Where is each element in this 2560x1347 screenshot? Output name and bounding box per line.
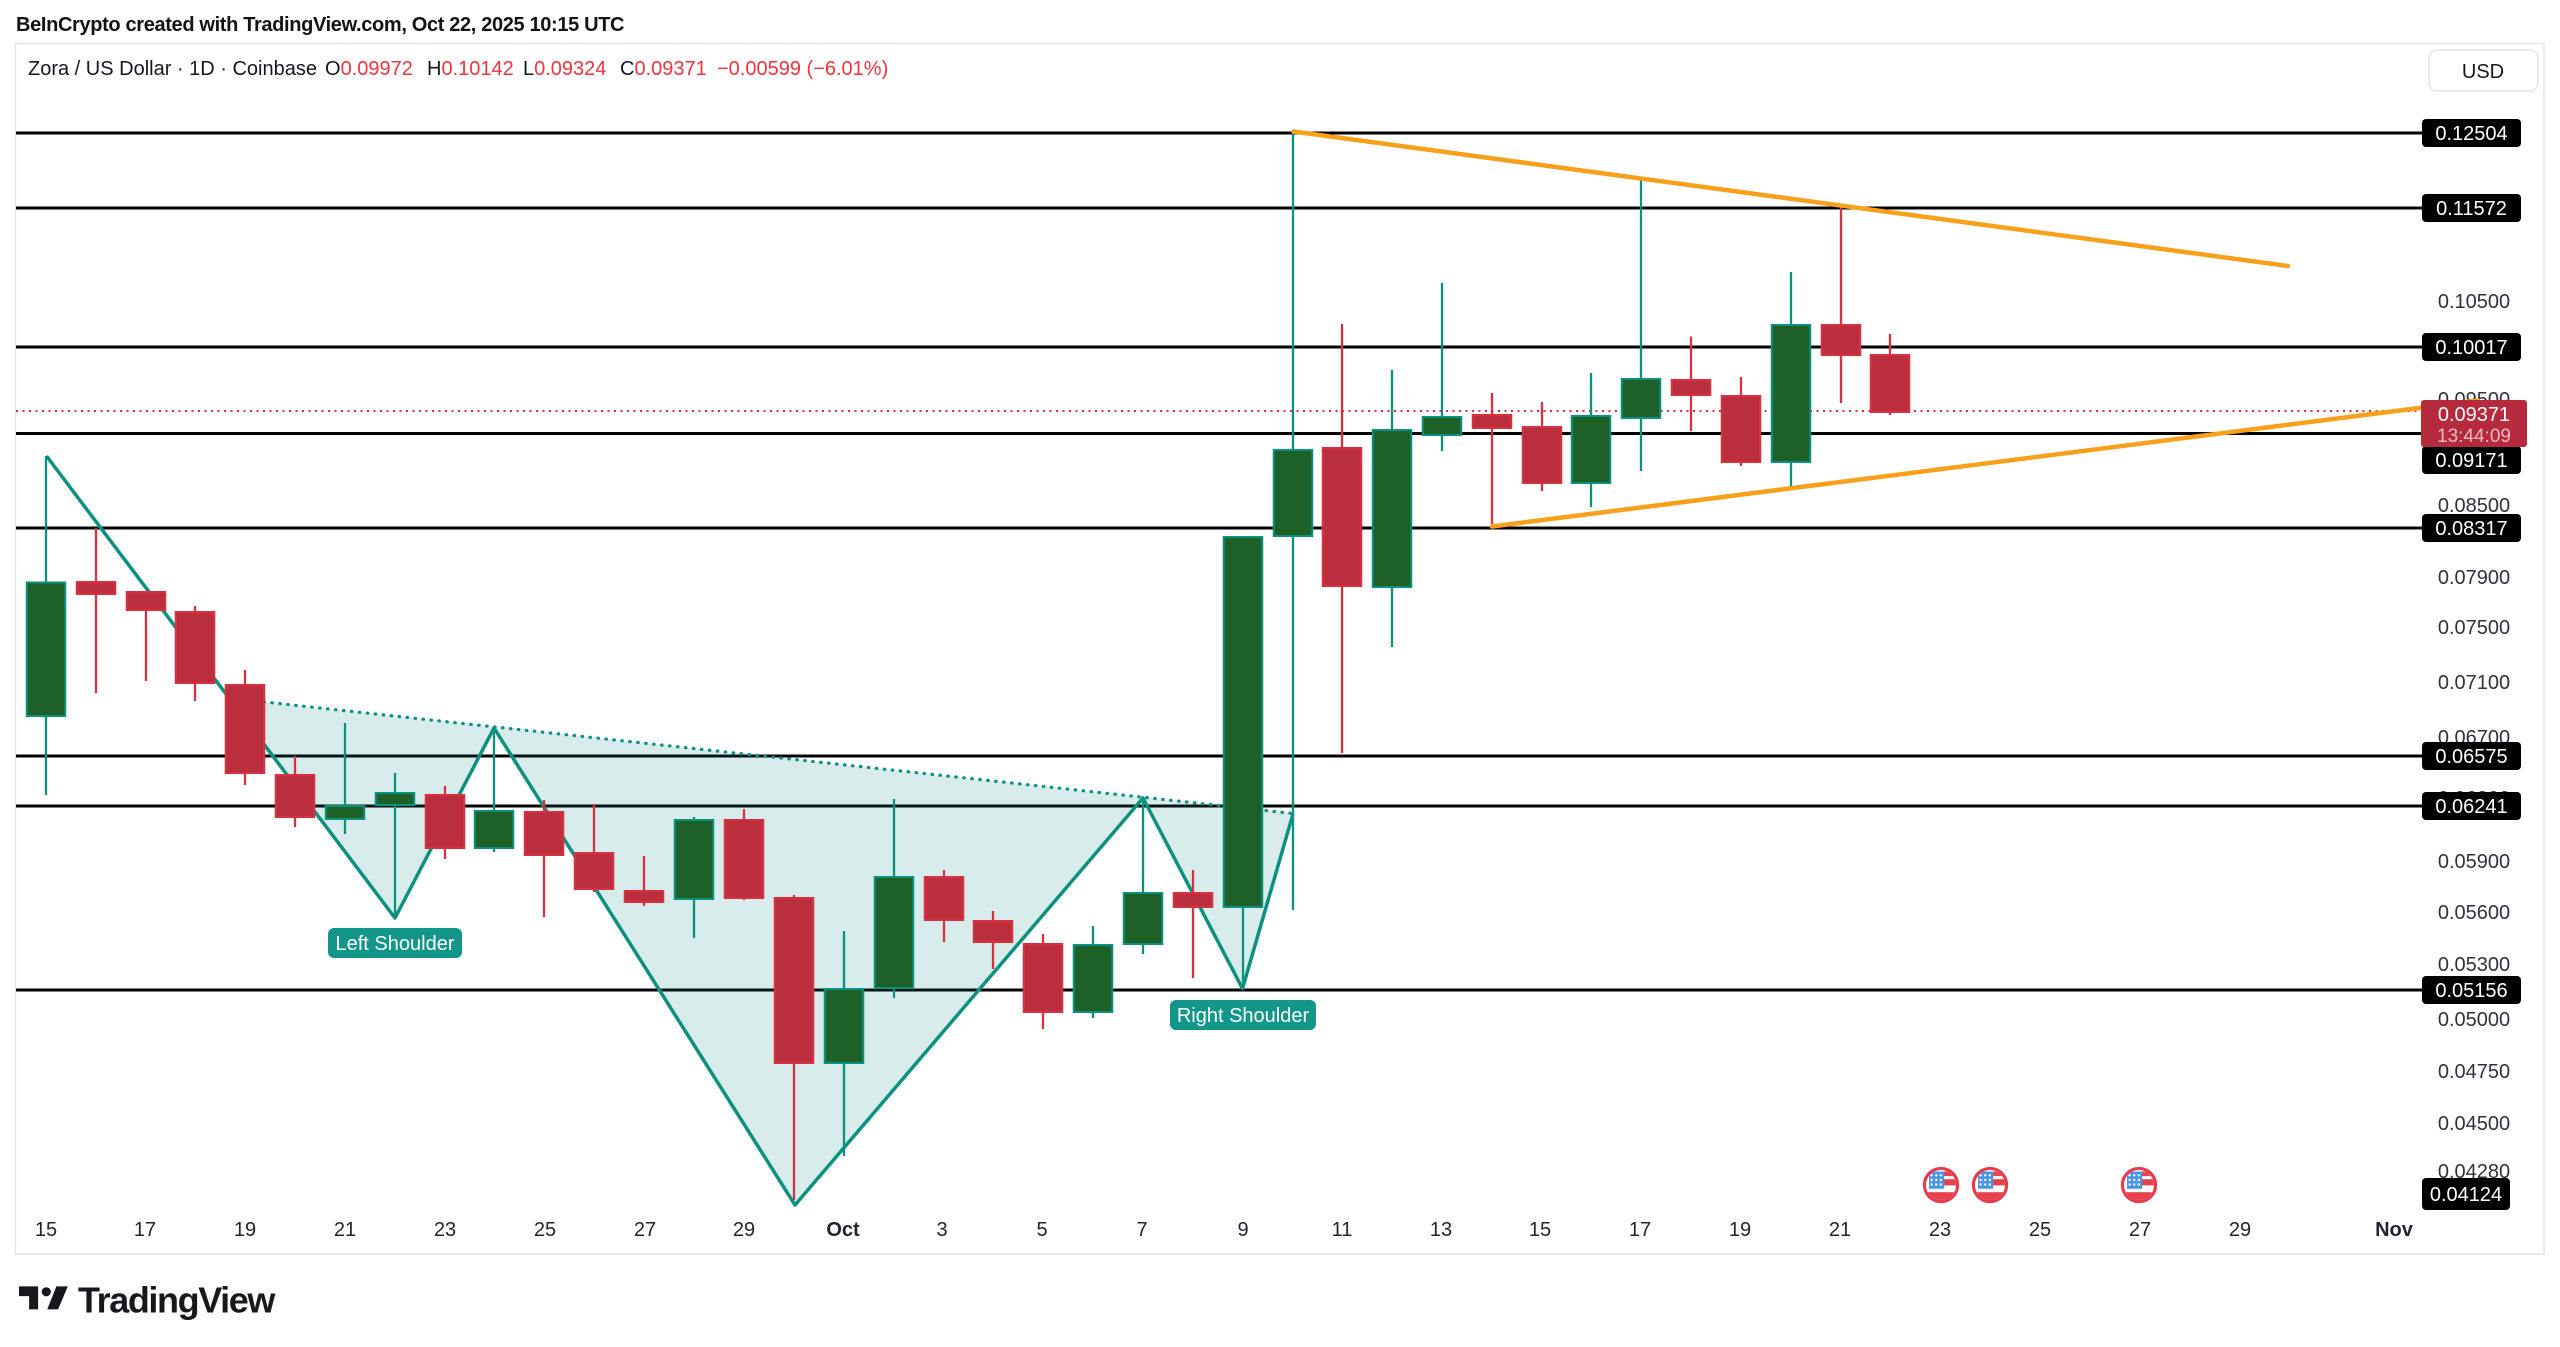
svg-text:11: 11 (1332, 1219, 1353, 1241)
svg-text:0.06241: 0.06241 (2435, 796, 2507, 818)
svg-text:0.10017: 0.10017 (2435, 337, 2507, 359)
svg-text:29: 29 (2229, 1219, 2251, 1241)
svg-text:5: 5 (1036, 1219, 1047, 1241)
svg-text:0.04124: 0.04124 (2430, 1184, 2502, 1206)
svg-text:Zora / US Dollar · 1D · Coinba: Zora / US Dollar · 1D · Coinbase O0.09972… (28, 58, 888, 80)
svg-text:23: 23 (1929, 1219, 1951, 1241)
svg-text:0.07100: 0.07100 (2438, 672, 2510, 694)
svg-text:21: 21 (334, 1219, 356, 1241)
svg-text:0.11572: 0.11572 (2436, 198, 2507, 220)
svg-text:0.04280: 0.04280 (2438, 1161, 2510, 1183)
svg-text:15: 15 (35, 1219, 57, 1241)
svg-text:21: 21 (1829, 1219, 1851, 1241)
svg-text:23: 23 (434, 1219, 456, 1241)
svg-text:0.05600: 0.05600 (2438, 902, 2510, 924)
svg-text:USD: USD (2462, 61, 2504, 83)
svg-text:3: 3 (936, 1219, 947, 1241)
svg-text:TradingView: TradingView (78, 1280, 276, 1321)
svg-text:15: 15 (1529, 1219, 1551, 1241)
svg-text:27: 27 (2129, 1219, 2151, 1241)
svg-text:0.12504: 0.12504 (2435, 123, 2507, 145)
svg-text:19: 19 (234, 1219, 256, 1241)
svg-text:0.08317: 0.08317 (2435, 518, 2507, 540)
svg-text:9: 9 (1237, 1219, 1248, 1241)
svg-text:17: 17 (1629, 1219, 1651, 1241)
svg-text:0.04750: 0.04750 (2438, 1061, 2510, 1083)
svg-text:Nov: Nov (2375, 1219, 2414, 1241)
svg-text:0.07900: 0.07900 (2438, 567, 2510, 589)
svg-text:BeInCrypto created with Tradin: BeInCrypto created with TradingView.com,… (16, 14, 624, 36)
svg-text:0.05156: 0.05156 (2435, 980, 2507, 1002)
svg-text:13: 13 (1430, 1219, 1452, 1241)
svg-text:25: 25 (2029, 1219, 2051, 1241)
svg-text:0.06575: 0.06575 (2435, 746, 2507, 768)
svg-text:17: 17 (134, 1219, 156, 1241)
svg-text:13:44:09: 13:44:09 (2437, 426, 2511, 447)
svg-text:25: 25 (534, 1219, 556, 1241)
svg-text:0.05000: 0.05000 (2438, 1009, 2510, 1031)
svg-text:19: 19 (1729, 1219, 1751, 1241)
svg-text:0.10500: 0.10500 (2438, 291, 2510, 313)
svg-text:0.07500: 0.07500 (2438, 617, 2510, 639)
svg-text:0.04500: 0.04500 (2438, 1113, 2510, 1135)
svg-text:0.09171: 0.09171 (2435, 450, 2507, 472)
svg-text:Oct: Oct (826, 1219, 860, 1241)
svg-text:0.09371: 0.09371 (2438, 404, 2510, 426)
svg-text:0.05300: 0.05300 (2438, 954, 2510, 976)
svg-text:7: 7 (1136, 1219, 1147, 1241)
svg-text:27: 27 (634, 1219, 656, 1241)
svg-text:Left Shoulder: Left Shoulder (336, 933, 455, 955)
svg-text:0.05900: 0.05900 (2438, 851, 2510, 873)
svg-text:0.08500: 0.08500 (2438, 495, 2510, 517)
svg-text:29: 29 (733, 1219, 755, 1241)
svg-text:Right Shoulder: Right Shoulder (1177, 1005, 1310, 1027)
